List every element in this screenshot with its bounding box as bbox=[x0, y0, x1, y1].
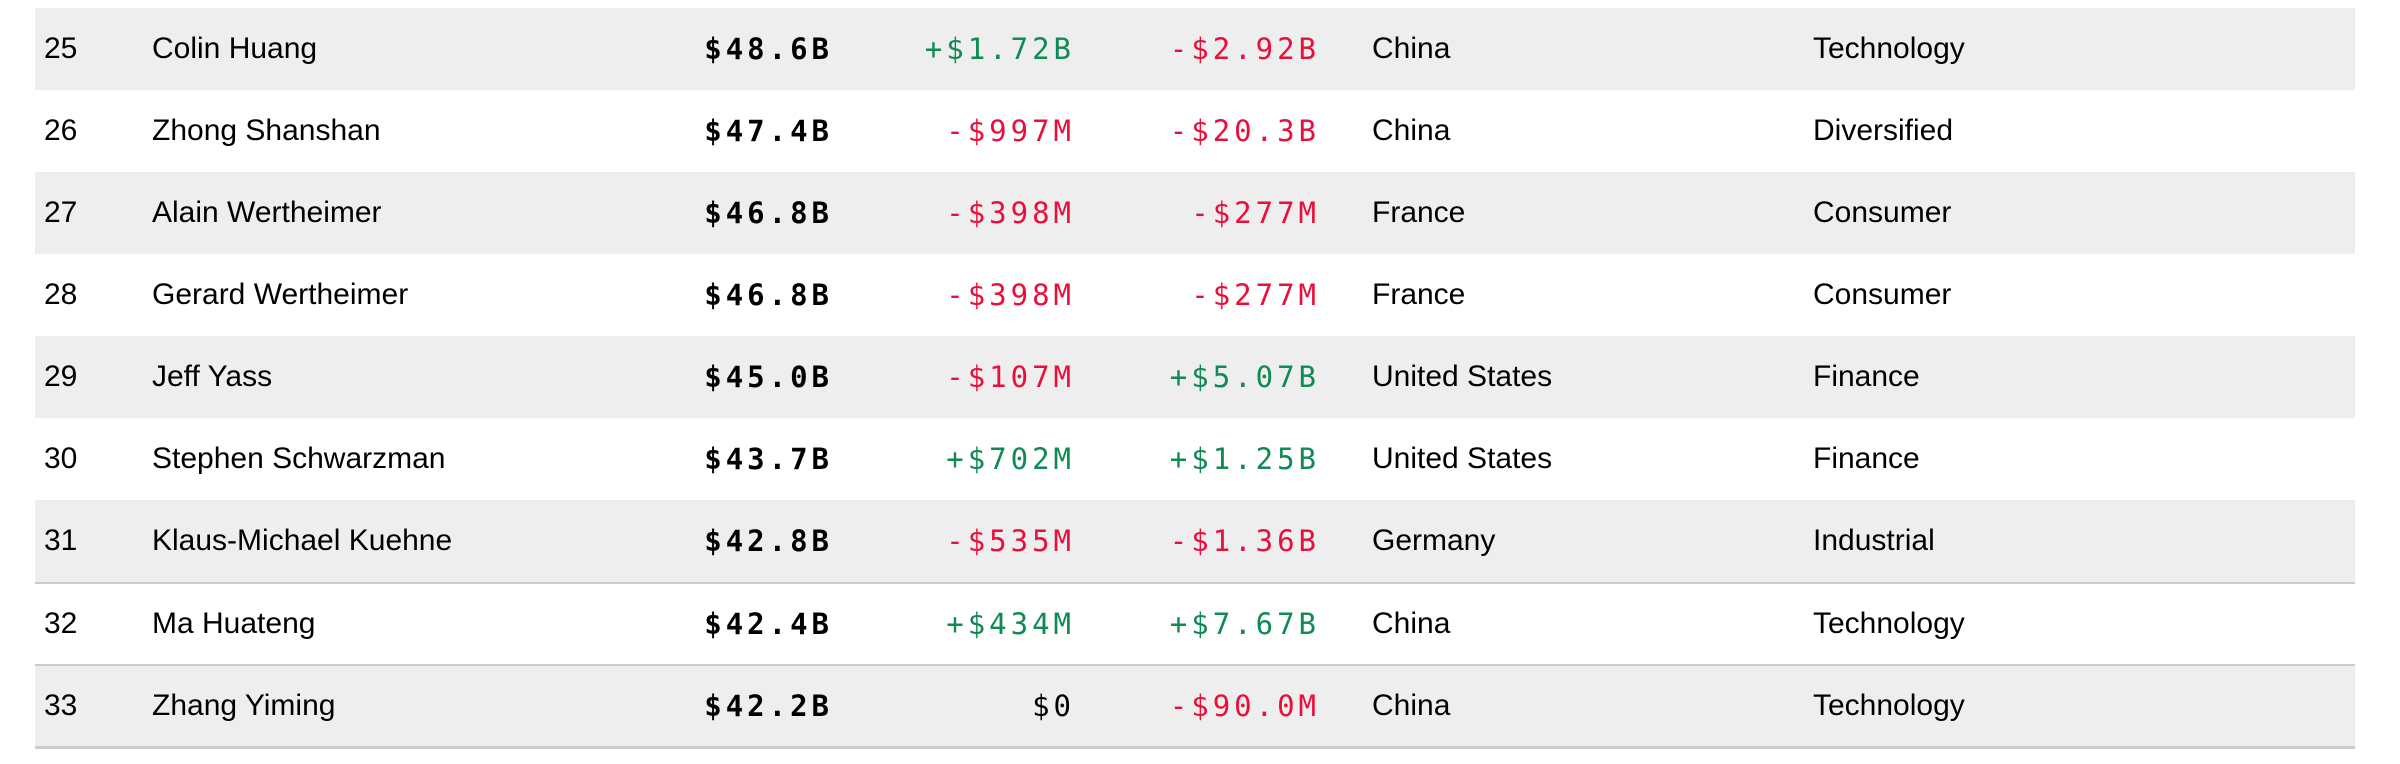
industry-cell: Finance bbox=[1813, 360, 1920, 393]
rank-cell: 30 bbox=[44, 442, 78, 475]
rank-cell: 32 bbox=[44, 607, 78, 640]
country-cell: United States bbox=[1372, 360, 1553, 393]
ytd-change-cell: +$1.25B bbox=[1169, 441, 1320, 476]
name-cell: Klaus-Michael Kuehne bbox=[152, 524, 453, 557]
ytd-change-cell: -$277M bbox=[1191, 195, 1320, 230]
name-cell: Ma Huateng bbox=[152, 607, 316, 640]
last-change-cell: -$997M bbox=[946, 113, 1075, 148]
rank-cell: 28 bbox=[44, 278, 78, 311]
last-change-cell: $0 bbox=[1032, 688, 1075, 723]
industry-cell: Technology bbox=[1813, 32, 1965, 65]
industry-cell: Diversified bbox=[1813, 114, 1954, 147]
industry-cell: Consumer bbox=[1813, 196, 1952, 229]
table-row[interactable]: 26 Zhong Shanshan $47.4B -$997M -$20.3B China… bbox=[35, 90, 2355, 172]
last-change-cell: -$535M bbox=[946, 523, 1075, 558]
country-cell: China bbox=[1372, 689, 1451, 722]
ytd-change-cell: -$1.36B bbox=[1169, 523, 1320, 558]
table-row[interactable]: 27 Alain Wertheimer $46.8B -$398M -$277M Fran… bbox=[35, 172, 2355, 254]
name-cell: Jeff Yass bbox=[152, 360, 273, 393]
name-cell: Colin Huang bbox=[152, 32, 318, 65]
ytd-change-cell: -$90.0M bbox=[1169, 688, 1320, 723]
table-row[interactable]: 31 Klaus-Michael Kuehne $42.8B -$535M -$1.36… bbox=[35, 500, 2355, 582]
table-row[interactable]: 25 Colin Huang $48.6B +$1.72B -$2.92B China Te… bbox=[35, 8, 2355, 90]
country-cell: France bbox=[1372, 278, 1466, 311]
industry-cell: Technology bbox=[1813, 607, 1965, 640]
industry-cell: Technology bbox=[1813, 689, 1965, 722]
last-change-cell: +$434M bbox=[946, 606, 1075, 641]
name-cell: Zhang Yiming bbox=[152, 689, 336, 722]
name-cell: Stephen Schwarzman bbox=[152, 442, 446, 475]
net-worth-cell: $46.8B bbox=[704, 277, 833, 312]
country-cell: France bbox=[1372, 196, 1466, 229]
last-change-cell: +$702M bbox=[946, 441, 1075, 476]
country-cell: China bbox=[1372, 607, 1451, 640]
rank-cell: 27 bbox=[44, 196, 78, 229]
country-cell: China bbox=[1372, 32, 1451, 65]
net-worth-cell: $47.4B bbox=[704, 113, 833, 148]
net-worth-cell: $46.8B bbox=[704, 195, 833, 230]
net-worth-cell: $45.0B bbox=[704, 359, 833, 394]
country-cell: Germany bbox=[1372, 524, 1496, 557]
rank-cell: 31 bbox=[44, 524, 78, 557]
table-row[interactable]: 32 Ma Huateng $42.4B +$434M +$7.67B China Tech… bbox=[35, 582, 2355, 664]
ytd-change-cell: -$277M bbox=[1191, 277, 1320, 312]
name-cell: Alain Wertheimer bbox=[152, 196, 382, 229]
table-row[interactable]: 28 Gerard Wertheimer $46.8B -$398M -$277M Fra… bbox=[35, 254, 2355, 336]
ytd-change-cell: -$2.92B bbox=[1169, 31, 1320, 66]
country-cell: China bbox=[1372, 114, 1451, 147]
last-change-cell: -$398M bbox=[946, 195, 1075, 230]
last-change-cell: -$398M bbox=[946, 277, 1075, 312]
last-change-cell: -$107M bbox=[946, 359, 1075, 394]
industry-cell: Consumer bbox=[1813, 278, 1952, 311]
rank-cell: 25 bbox=[44, 32, 78, 65]
table-row[interactable]: 30 Stephen Schwarzman $43.7B +$702M +$1.25B U… bbox=[35, 418, 2355, 500]
table-row[interactable]: 29 Jeff Yass $45.0B -$107M +$5.07B United Sta… bbox=[35, 336, 2355, 418]
ytd-change-cell: +$5.07B bbox=[1169, 359, 1320, 394]
billionaires-ranking-table: 25 Colin Huang $48.6B +$1.72B -$2.92B China Te… bbox=[35, 8, 2355, 749]
net-worth-cell: $42.4B bbox=[704, 606, 833, 641]
ytd-change-cell: +$7.67B bbox=[1169, 606, 1320, 641]
last-change-cell: +$1.72B bbox=[924, 31, 1075, 66]
rank-cell: 26 bbox=[44, 114, 78, 147]
industry-cell: Finance bbox=[1813, 442, 1920, 475]
net-worth-cell: $43.7B bbox=[704, 441, 833, 476]
table-row[interactable]: 33 Zhang Yiming $42.2B $0 -$90.0M China Techno… bbox=[35, 664, 2355, 746]
rank-cell: 33 bbox=[44, 689, 78, 722]
net-worth-cell: $42.8B bbox=[704, 523, 833, 558]
industry-cell: Industrial bbox=[1813, 524, 1935, 557]
name-cell: Gerard Wertheimer bbox=[152, 278, 409, 311]
country-cell: United States bbox=[1372, 442, 1553, 475]
rank-cell: 29 bbox=[44, 360, 78, 393]
ytd-change-cell: -$20.3B bbox=[1169, 113, 1320, 148]
name-cell: Zhong Shanshan bbox=[152, 114, 381, 147]
net-worth-cell: $48.6B bbox=[704, 31, 833, 66]
net-worth-cell: $42.2B bbox=[704, 688, 833, 723]
